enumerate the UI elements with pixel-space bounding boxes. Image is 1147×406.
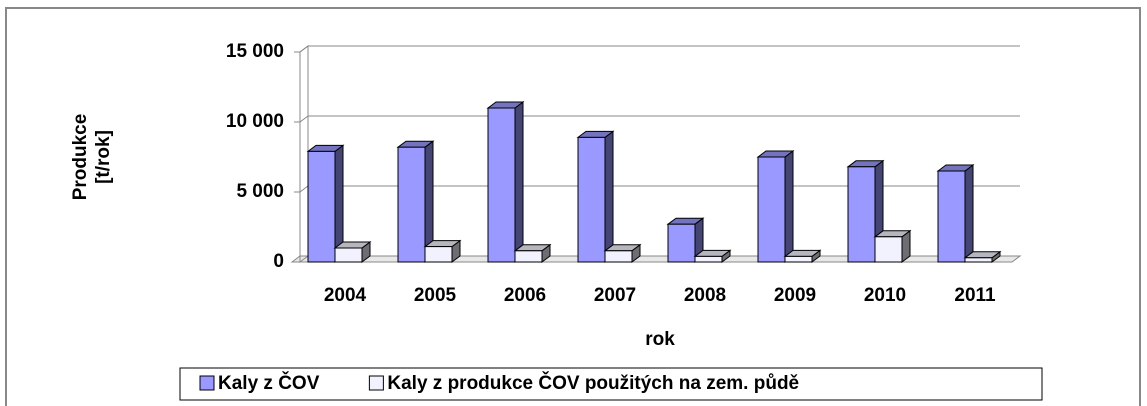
y-tick-label: 15 000: [226, 41, 284, 62]
bar: [307, 150, 336, 263]
x-tick-label: 2011: [954, 285, 996, 306]
legend-box: [179, 367, 1043, 401]
legend-swatch: [199, 375, 215, 391]
x-tick-label: 2005: [414, 285, 457, 306]
y-tick-label: 0: [273, 251, 284, 272]
bar: [487, 107, 516, 263]
bar: [847, 166, 876, 263]
bar: [874, 236, 903, 263]
x-tick-label: 2008: [684, 285, 726, 306]
y-tick-label: 5 000: [236, 181, 284, 202]
grid-line: [299, 45, 1020, 53]
bar: [514, 250, 543, 263]
bar: [604, 250, 633, 263]
x-axis-label: rok: [645, 329, 675, 350]
bar-side: [784, 150, 794, 263]
x-tick-label: 2009: [774, 285, 816, 306]
bar: [964, 257, 993, 263]
x-tick-label: 2010: [864, 285, 906, 306]
chart-frame: [5, 7, 1141, 406]
bar-side: [604, 130, 614, 263]
bar: [937, 170, 966, 263]
y-tick-label: 10 000: [226, 111, 284, 132]
x-tick-label: 2004: [324, 285, 367, 306]
bar: [577, 136, 606, 263]
bar: [667, 223, 696, 263]
bar: [694, 255, 723, 263]
bar-side: [964, 164, 974, 263]
back-wall: [299, 45, 309, 263]
x-tick-label: 2006: [504, 285, 546, 306]
legend-label: Kaly z ČOV: [218, 372, 320, 394]
x-tick-label: 2007: [594, 285, 636, 306]
bar: [424, 246, 453, 263]
legend-swatch: [368, 375, 384, 391]
bar: [784, 255, 813, 263]
grid-line: [299, 115, 1020, 123]
bar: [334, 247, 363, 263]
legend-label: Kaly z produkce ČOV použitých na zem. pů…: [387, 372, 799, 394]
bar-side: [514, 101, 524, 263]
y-axis-label: Produkce [t/rok]: [70, 113, 114, 201]
bar: [397, 146, 426, 263]
bar: [757, 156, 786, 263]
